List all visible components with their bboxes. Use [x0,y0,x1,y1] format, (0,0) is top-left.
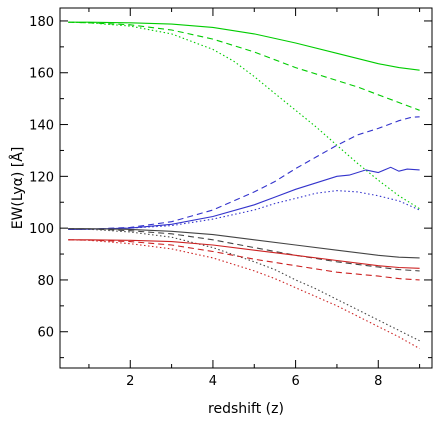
series-line-10-solid [68,239,420,269]
x-axis-label: redshift (z) [208,401,284,417]
y-tick-label: 160 [29,67,54,82]
series-line-1-solid [68,21,420,71]
y-tick-label: 120 [29,170,54,185]
series-line-4-solid [68,166,420,230]
series-layer [68,21,420,350]
y-axis-label: EW(Lyα) [Å] [9,147,26,230]
y-tick-label: 80 [37,274,54,289]
x-tick-label: 6 [291,374,299,389]
series-line-9-dotted [68,228,420,342]
y-tick-label: 60 [37,326,54,341]
series-line-5-dashed [68,116,420,230]
series-line-6-dotted [68,190,420,230]
ticks-layer: 2 4 6 8 60 80 100 120 140 160 180 [29,8,432,389]
series-line-3-dotted [68,21,420,210]
x-tick-label: 2 [126,374,134,389]
plot-frame [59,7,433,369]
series-line-7-solid [68,228,420,259]
series-line-11-dashed [68,239,420,281]
x-tick-label: 8 [374,374,382,389]
y-tick-label: 180 [29,15,54,30]
x-tick-label: 4 [209,374,217,389]
y-tick-label: 140 [29,119,54,134]
y-tick-label: 100 [29,222,54,237]
series-line-2-dashed [68,21,420,111]
series-line-12-dotted [68,239,420,350]
